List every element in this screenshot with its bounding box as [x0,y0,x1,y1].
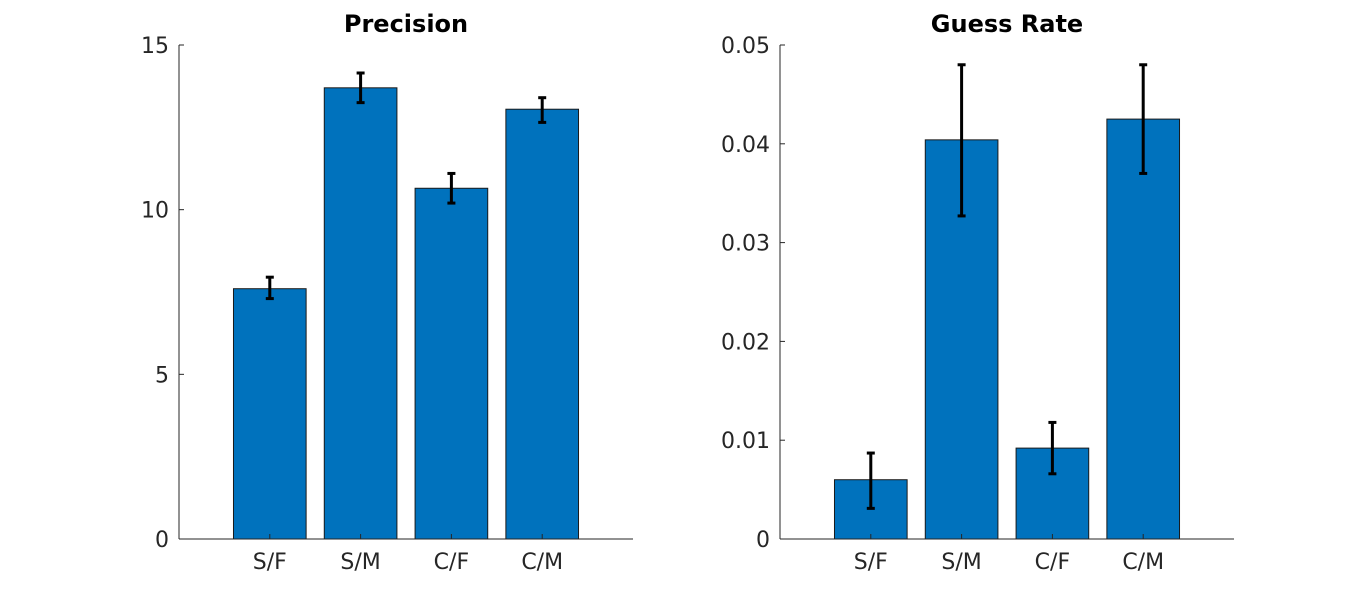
y-tick-label: 0 [155,528,169,553]
y-tick-label: 0.05 [721,34,770,59]
bar-c-m [1106,118,1181,540]
x-tick-label: S/F [854,550,888,575]
bar-s-m [323,87,398,540]
x-tick-label: S/F [253,550,287,575]
bar-c-m [505,108,580,540]
bar-c-f [414,187,489,540]
x-tick-label: C/F [1035,550,1070,575]
y-tick-label: 5 [155,363,169,388]
chart-title: Precision [344,10,468,38]
y-tick-label: 0.04 [721,133,770,158]
x-tick-label: C/M [1122,550,1164,575]
x-tick-label: S/M [941,550,981,575]
x-tick-label: C/F [434,550,469,575]
x-tick-label: C/M [521,550,563,575]
x-tick-label: S/M [340,550,380,575]
bar-s-f [232,288,307,540]
y-tick-label: 0.02 [721,330,770,355]
y-tick-label: 0.01 [721,429,770,454]
chart-title: Guess Rate [931,10,1083,38]
y-tick-label: 0 [756,528,770,553]
y-tick-label: 0.03 [721,232,770,257]
y-tick-label: 15 [141,34,169,59]
y-tick-label: 10 [141,199,169,224]
